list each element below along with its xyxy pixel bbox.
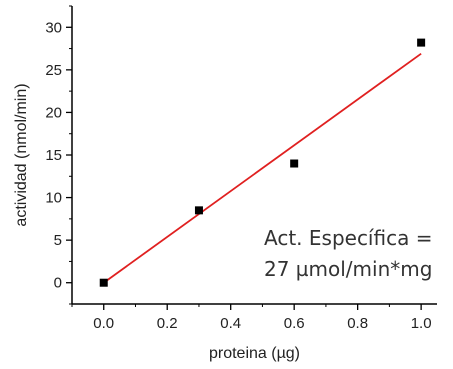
y-tick-label: 0 xyxy=(54,275,62,292)
x-tick-label: 0.4 xyxy=(220,315,241,332)
data-point xyxy=(290,159,299,168)
y-tick-label: 10 xyxy=(45,190,62,207)
y-ticks: 0 5 10 15 20 25 30 xyxy=(45,5,72,305)
y-tick-label: 15 xyxy=(45,147,62,164)
x-tick-label: 0.0 xyxy=(93,315,114,332)
x-tick-label: 0.2 xyxy=(157,315,178,332)
x-tick-label: 0.6 xyxy=(284,315,305,332)
data-point xyxy=(417,38,426,47)
y-tick-label: 30 xyxy=(45,19,62,36)
fit-line-group xyxy=(103,52,422,284)
y-tick-label: 20 xyxy=(45,104,62,121)
specific-activity-value: 27 µmol/min*mg xyxy=(264,257,432,281)
y-tick-label: 5 xyxy=(54,232,62,249)
x-ticks: 0.0 0.2 0.4 0.6 0.8 1.0 xyxy=(71,304,432,332)
fit-line xyxy=(103,52,422,284)
x-tick-label: 1.0 xyxy=(411,315,432,332)
specific-activity-label: Act. Específica = xyxy=(264,226,432,250)
data-point xyxy=(194,206,203,215)
y-tick-label: 25 xyxy=(45,62,62,79)
data-points xyxy=(99,38,426,287)
data-point xyxy=(99,278,108,287)
x-axis-label: proteina (µg) xyxy=(209,345,300,362)
x-tick-label: 0.8 xyxy=(347,315,368,332)
y-axis-label: actividad (nmol/min) xyxy=(13,83,30,226)
